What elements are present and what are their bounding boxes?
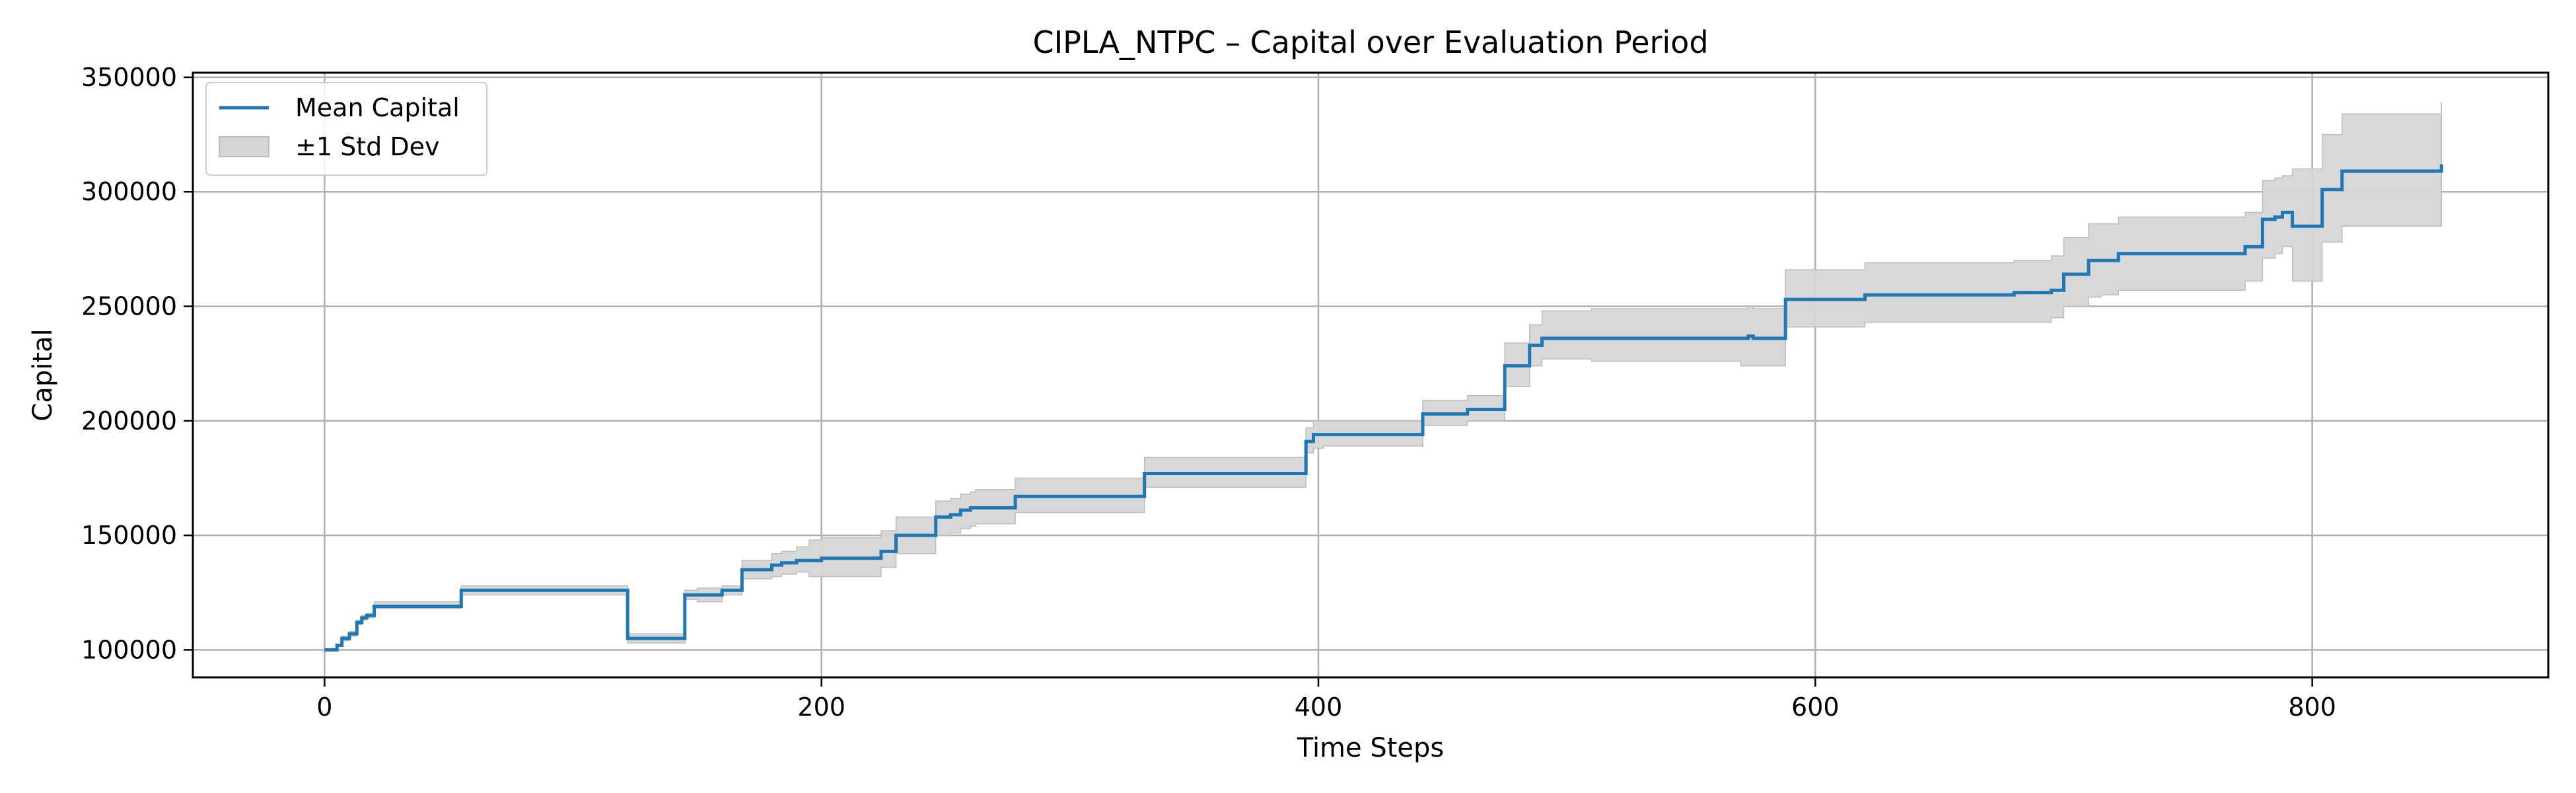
x-tick-label: 200 xyxy=(797,693,845,722)
plot-frame xyxy=(192,71,2550,679)
x-tick-label: 400 xyxy=(1295,693,1343,722)
x-tick-label: 600 xyxy=(1791,693,1840,722)
legend-box xyxy=(205,82,487,176)
y-tick-label: 300000 xyxy=(81,177,177,206)
mean-capital-line xyxy=(324,164,2443,652)
grid xyxy=(193,73,2548,677)
legend: Mean Capital ±1 Std Dev xyxy=(205,82,487,176)
legend-std-dev-swatch xyxy=(219,136,269,157)
y-tick-label: 200000 xyxy=(81,406,177,435)
y-tick-label: 350000 xyxy=(81,63,177,92)
mean-capital-line-layer xyxy=(324,164,2443,652)
y-tick-label: 100000 xyxy=(81,635,177,664)
x-axis-label: Time Steps xyxy=(1297,733,1445,763)
x-tick-label: 0 xyxy=(316,693,332,722)
x-tick-label: 800 xyxy=(2288,693,2336,722)
y-tick-label: 150000 xyxy=(81,521,177,550)
x-axis-ticks: 0 200 400 600 800 xyxy=(316,677,2336,722)
std-dev-band-layer xyxy=(324,102,2442,651)
std-dev-band xyxy=(324,102,2442,651)
y-axis-label: Capital xyxy=(28,328,58,421)
chart-title: CIPLA_NTPC – Capital over Evaluation Per… xyxy=(1032,24,1708,60)
y-tick-label: 250000 xyxy=(81,292,177,321)
y-axis-ticks: 100000 150000 200000 250000 300000 350000 xyxy=(81,63,193,664)
legend-mean-capital-label: Mean Capital xyxy=(295,93,460,122)
legend-std-dev-label: ±1 Std Dev xyxy=(295,132,439,161)
